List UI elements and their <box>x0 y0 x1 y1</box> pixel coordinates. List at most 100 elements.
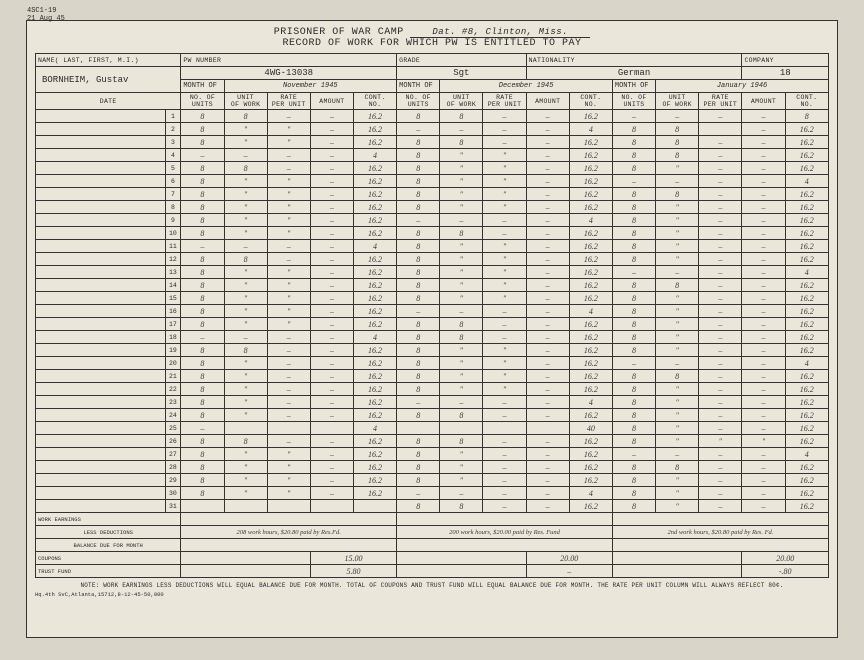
cell: – <box>742 227 785 240</box>
cell: 8 <box>612 435 655 448</box>
cell: " <box>440 448 483 461</box>
document-page: 4SC1-19 21 Aug 45 PRISONER OF WAR CAMP D… <box>26 20 838 638</box>
cell: " <box>656 396 699 409</box>
cell: – <box>224 240 267 253</box>
table-row: 18––––488––16.28"––16.2 <box>36 331 829 344</box>
cell: 16.2 <box>569 110 612 123</box>
blank-cell <box>36 149 166 162</box>
cell: 8 <box>612 344 655 357</box>
cell: " <box>483 344 526 357</box>
cell: 16.2 <box>569 474 612 487</box>
cell: 8 <box>397 175 440 188</box>
cell: – <box>483 214 526 227</box>
day-number: 7 <box>165 188 181 201</box>
cell: 16.2 <box>569 344 612 357</box>
day-number: 13 <box>165 266 181 279</box>
cell: " <box>440 370 483 383</box>
day-number: 14 <box>165 279 181 292</box>
cell: – <box>699 318 742 331</box>
cell: " <box>267 474 310 487</box>
trust-1: 5.80 <box>310 565 396 578</box>
cell: 16.2 <box>569 435 612 448</box>
cell: – <box>526 409 569 422</box>
cell: " <box>267 227 310 240</box>
cell: – <box>699 149 742 162</box>
cell: 8 <box>440 500 483 513</box>
cell: – <box>742 500 785 513</box>
cell: 4 <box>569 487 612 500</box>
cell: – <box>742 149 785 162</box>
blank-cell <box>36 474 166 487</box>
day-number: 10 <box>165 227 181 240</box>
cell <box>310 500 353 513</box>
cell: 8 <box>397 370 440 383</box>
cell: 8 <box>397 435 440 448</box>
cell: " <box>483 253 526 266</box>
cell: – <box>310 201 353 214</box>
blank-cell <box>36 357 166 370</box>
cell: – <box>397 487 440 500</box>
cell: 16.2 <box>785 500 828 513</box>
cell: 4 <box>785 357 828 370</box>
cell: 8 <box>656 136 699 149</box>
day-number: 25 <box>165 422 181 435</box>
cell: – <box>742 409 785 422</box>
cell: – <box>742 266 785 279</box>
cell: " <box>656 435 699 448</box>
cell: 8 <box>612 149 655 162</box>
blank-cell <box>36 201 166 214</box>
cell: – <box>310 318 353 331</box>
cell: – <box>310 136 353 149</box>
printer-line: Hq.4th SvC,Atlanta,15712,8-12-45-50,000 <box>35 591 829 598</box>
less-ded-label: LESS DEDUCTIONS <box>83 529 133 536</box>
cell: " <box>483 383 526 396</box>
form-code: 4SC1-19 <box>27 7 65 15</box>
cell: – <box>267 110 310 123</box>
cell: – <box>483 396 526 409</box>
cell: 16.2 <box>569 253 612 266</box>
cell: " <box>224 201 267 214</box>
cell: 8 <box>181 305 224 318</box>
cell: 8 <box>397 162 440 175</box>
cell: – <box>699 487 742 500</box>
cell: 16.2 <box>785 435 828 448</box>
cell <box>224 500 267 513</box>
cell: – <box>699 448 742 461</box>
cell: – <box>742 305 785 318</box>
cell: " <box>483 266 526 279</box>
cell: – <box>310 292 353 305</box>
cell: 8 <box>612 396 655 409</box>
cell: 8 <box>397 227 440 240</box>
cell: – <box>397 123 440 136</box>
cell: 8 <box>440 318 483 331</box>
table-row: 588––16.28""–16.28"––16.2 <box>36 162 829 175</box>
cell: – <box>612 266 655 279</box>
cell: 8 <box>224 162 267 175</box>
cell: 16.2 <box>353 188 396 201</box>
cell: 16.2 <box>353 461 396 474</box>
cell: – <box>612 110 655 123</box>
cell: " <box>267 214 310 227</box>
day-number: 22 <box>165 383 181 396</box>
cell: 16.2 <box>353 344 396 357</box>
cell: 8 <box>612 201 655 214</box>
cell: 8 <box>181 110 224 123</box>
cell: " <box>267 487 310 500</box>
cell: – <box>310 461 353 474</box>
table-row: 308""–16.2––––48"––16.2 <box>36 487 829 500</box>
cell: 8 <box>224 253 267 266</box>
month-3: January 1946 <box>656 80 829 93</box>
less-ded-1: 208 work hours, $20.80 paid by Res.Fd. <box>181 526 397 539</box>
cell: – <box>483 500 526 513</box>
cell: 8 <box>397 383 440 396</box>
col-head: NO. OFUNITS <box>181 93 224 110</box>
blank-cell <box>36 448 166 461</box>
cell: – <box>440 214 483 227</box>
cell: 16.2 <box>353 396 396 409</box>
cell: 8 <box>656 461 699 474</box>
cell: 16.2 <box>785 305 828 318</box>
cell: – <box>310 396 353 409</box>
cell: " <box>224 383 267 396</box>
blank-cell <box>36 370 166 383</box>
pw-label: PW NUMBER <box>181 54 397 67</box>
